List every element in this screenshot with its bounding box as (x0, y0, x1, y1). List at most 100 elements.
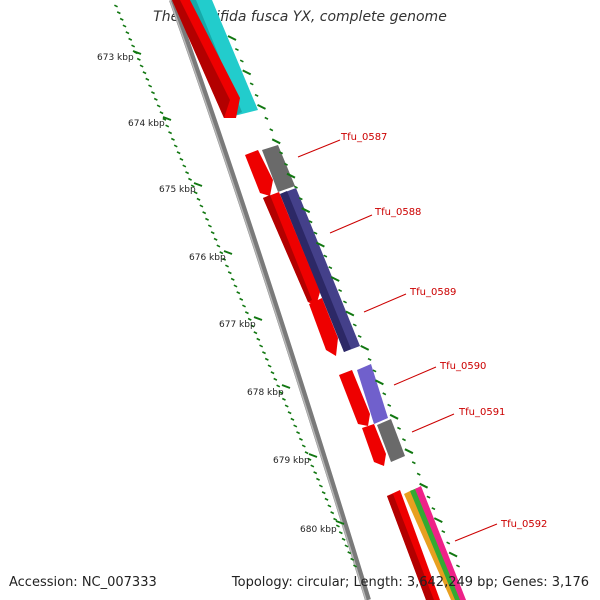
ruler-tick-minor (142, 71, 147, 75)
ruler-track (114, 4, 357, 568)
ruler-tick-minor (279, 151, 284, 155)
ruler-tick-minor (249, 82, 254, 86)
ruler-tick-minor (256, 337, 261, 341)
ruler-tick-minor (338, 531, 343, 535)
genome-backbone (169, 0, 371, 600)
ruler-tick-major (301, 207, 311, 214)
ruler-tick-major (132, 50, 142, 55)
ruler-tick-minor (131, 44, 136, 48)
ruler-tick-minor (165, 124, 170, 128)
ruler-tick-minor (222, 257, 227, 261)
ruler-tick-minor (335, 524, 340, 528)
ruler-tick-minor (327, 504, 332, 508)
ruler-tick-minor (441, 530, 446, 534)
svg-text:Tfu_0589: Tfu_0589 (409, 287, 456, 298)
ruler-labels: 673 kbp 674 kbp 675 kbp 676 kbp 677 kbp … (97, 53, 337, 535)
ruler-tick-major (286, 172, 296, 179)
ruler-tick-minor (397, 426, 401, 430)
ruler-tick-minor (276, 384, 281, 388)
ruler-tick-minor (122, 24, 127, 28)
ruler-tick-minor (321, 491, 326, 495)
feature-multicolor-stack[interactable] (404, 486, 466, 600)
ruler-tick-minor (139, 64, 144, 68)
gene-label-tfu-0587[interactable]: Tfu_0587 (297, 132, 387, 158)
ruler-tick-minor (205, 217, 209, 221)
cds-red-arrow-4[interactable] (309, 298, 338, 356)
ruler-tick-minor (125, 31, 130, 35)
ruler-tick-minor (250, 324, 255, 328)
feature-purple-block-tfu-0590[interactable] (357, 364, 388, 424)
feature-grey-block-1[interactable] (262, 145, 295, 192)
ruler-tick-minor (323, 254, 328, 258)
ruler-tick-minor (293, 185, 298, 189)
ruler-tick-major (281, 384, 291, 389)
cds-red-arrow-7[interactable] (387, 490, 440, 600)
ruler-tick-minor (284, 162, 288, 166)
ruler-label: 676 kbp (189, 253, 226, 263)
ruler-tick-minor (301, 444, 306, 448)
cds-red-arrow-2[interactable] (245, 150, 273, 196)
ruler-tick-minor (338, 288, 343, 293)
ruler-tick-major (360, 345, 370, 351)
ruler-tick-minor (273, 377, 278, 381)
feature-grey-block-2[interactable] (377, 419, 405, 462)
gene-label-tfu-0591[interactable]: Tfu_0591 (411, 407, 505, 433)
ruler-tick-minor (199, 204, 204, 208)
ruler-tick-major (404, 448, 414, 455)
ruler-tick-minor (182, 164, 187, 168)
ruler-tick-minor (372, 369, 377, 373)
ruler-tick-minor (341, 537, 346, 541)
ruler-tick-minor (352, 323, 357, 327)
ruler-tick-minor (296, 431, 301, 435)
ruler-tick-major (223, 250, 233, 255)
feature-navy-block-tfu-0588[interactable] (280, 188, 360, 352)
gene-label-tfu-0590[interactable]: Tfu_0590 (393, 361, 486, 386)
ruler-tick-minor (193, 191, 198, 195)
ruler-tick-minor (254, 93, 259, 97)
ruler-tick-minor (344, 544, 349, 548)
ruler-tick-minor (168, 131, 173, 135)
ruler-tick-minor (310, 464, 315, 468)
ruler-tick-major (374, 379, 384, 386)
gene-label-tfu-0588[interactable]: Tfu_0588 (329, 207, 421, 234)
ruler-tick-minor (176, 151, 181, 155)
cds-red-arrow-6[interactable] (362, 424, 386, 466)
ruler-tick-major (419, 482, 429, 489)
ruler-tick-minor (116, 11, 121, 15)
ruler-tick-minor (316, 477, 320, 481)
ruler-tick-minor (225, 264, 229, 268)
ruler-tick-minor (239, 59, 244, 63)
ruler-tick-minor (227, 271, 232, 275)
ruler-label: 679 kbp (273, 456, 310, 466)
ruler-tick-minor (343, 300, 347, 304)
cds-red-arrow-1[interactable] (172, 0, 240, 118)
cds-red-arrow-5[interactable] (339, 370, 370, 426)
ruler-label: 673 kbp (97, 53, 134, 63)
svg-text:Tfu_0587: Tfu_0587 (340, 132, 387, 143)
ruler-tick-minor (185, 171, 190, 175)
ruler-tick-major (227, 35, 237, 41)
ruler-label: 674 kbp (128, 119, 165, 129)
ruler-tick-major (271, 138, 281, 145)
cds-red-arrow-3[interactable] (263, 192, 320, 306)
ruler-tick-major (162, 116, 172, 121)
svg-text:Tfu_0592: Tfu_0592 (500, 519, 547, 530)
ruler-tick-minor (239, 297, 244, 301)
ruler-tick-minor (190, 184, 195, 188)
ruler-tick-minor (162, 117, 167, 121)
ruler-tick-minor (416, 472, 421, 476)
gene-label-tfu-0592[interactable]: Tfu_0592 (454, 519, 547, 542)
ruler-tick-minor (293, 424, 298, 428)
ruler-tick-minor (330, 511, 335, 515)
gene-label-tfu-0589[interactable]: Tfu_0589 (363, 287, 456, 313)
ruler-tick-minor (353, 564, 357, 568)
ruler-tick-minor (153, 97, 158, 101)
ruler-tick-minor (411, 461, 416, 465)
ruler-tick-minor (307, 457, 312, 461)
ruler-tick-minor (179, 157, 184, 161)
ruler-tick-minor (333, 517, 338, 521)
ruler-tick-minor (328, 266, 333, 270)
ruler-tick-minor (350, 557, 355, 561)
ruler-tick-minor (431, 507, 436, 511)
